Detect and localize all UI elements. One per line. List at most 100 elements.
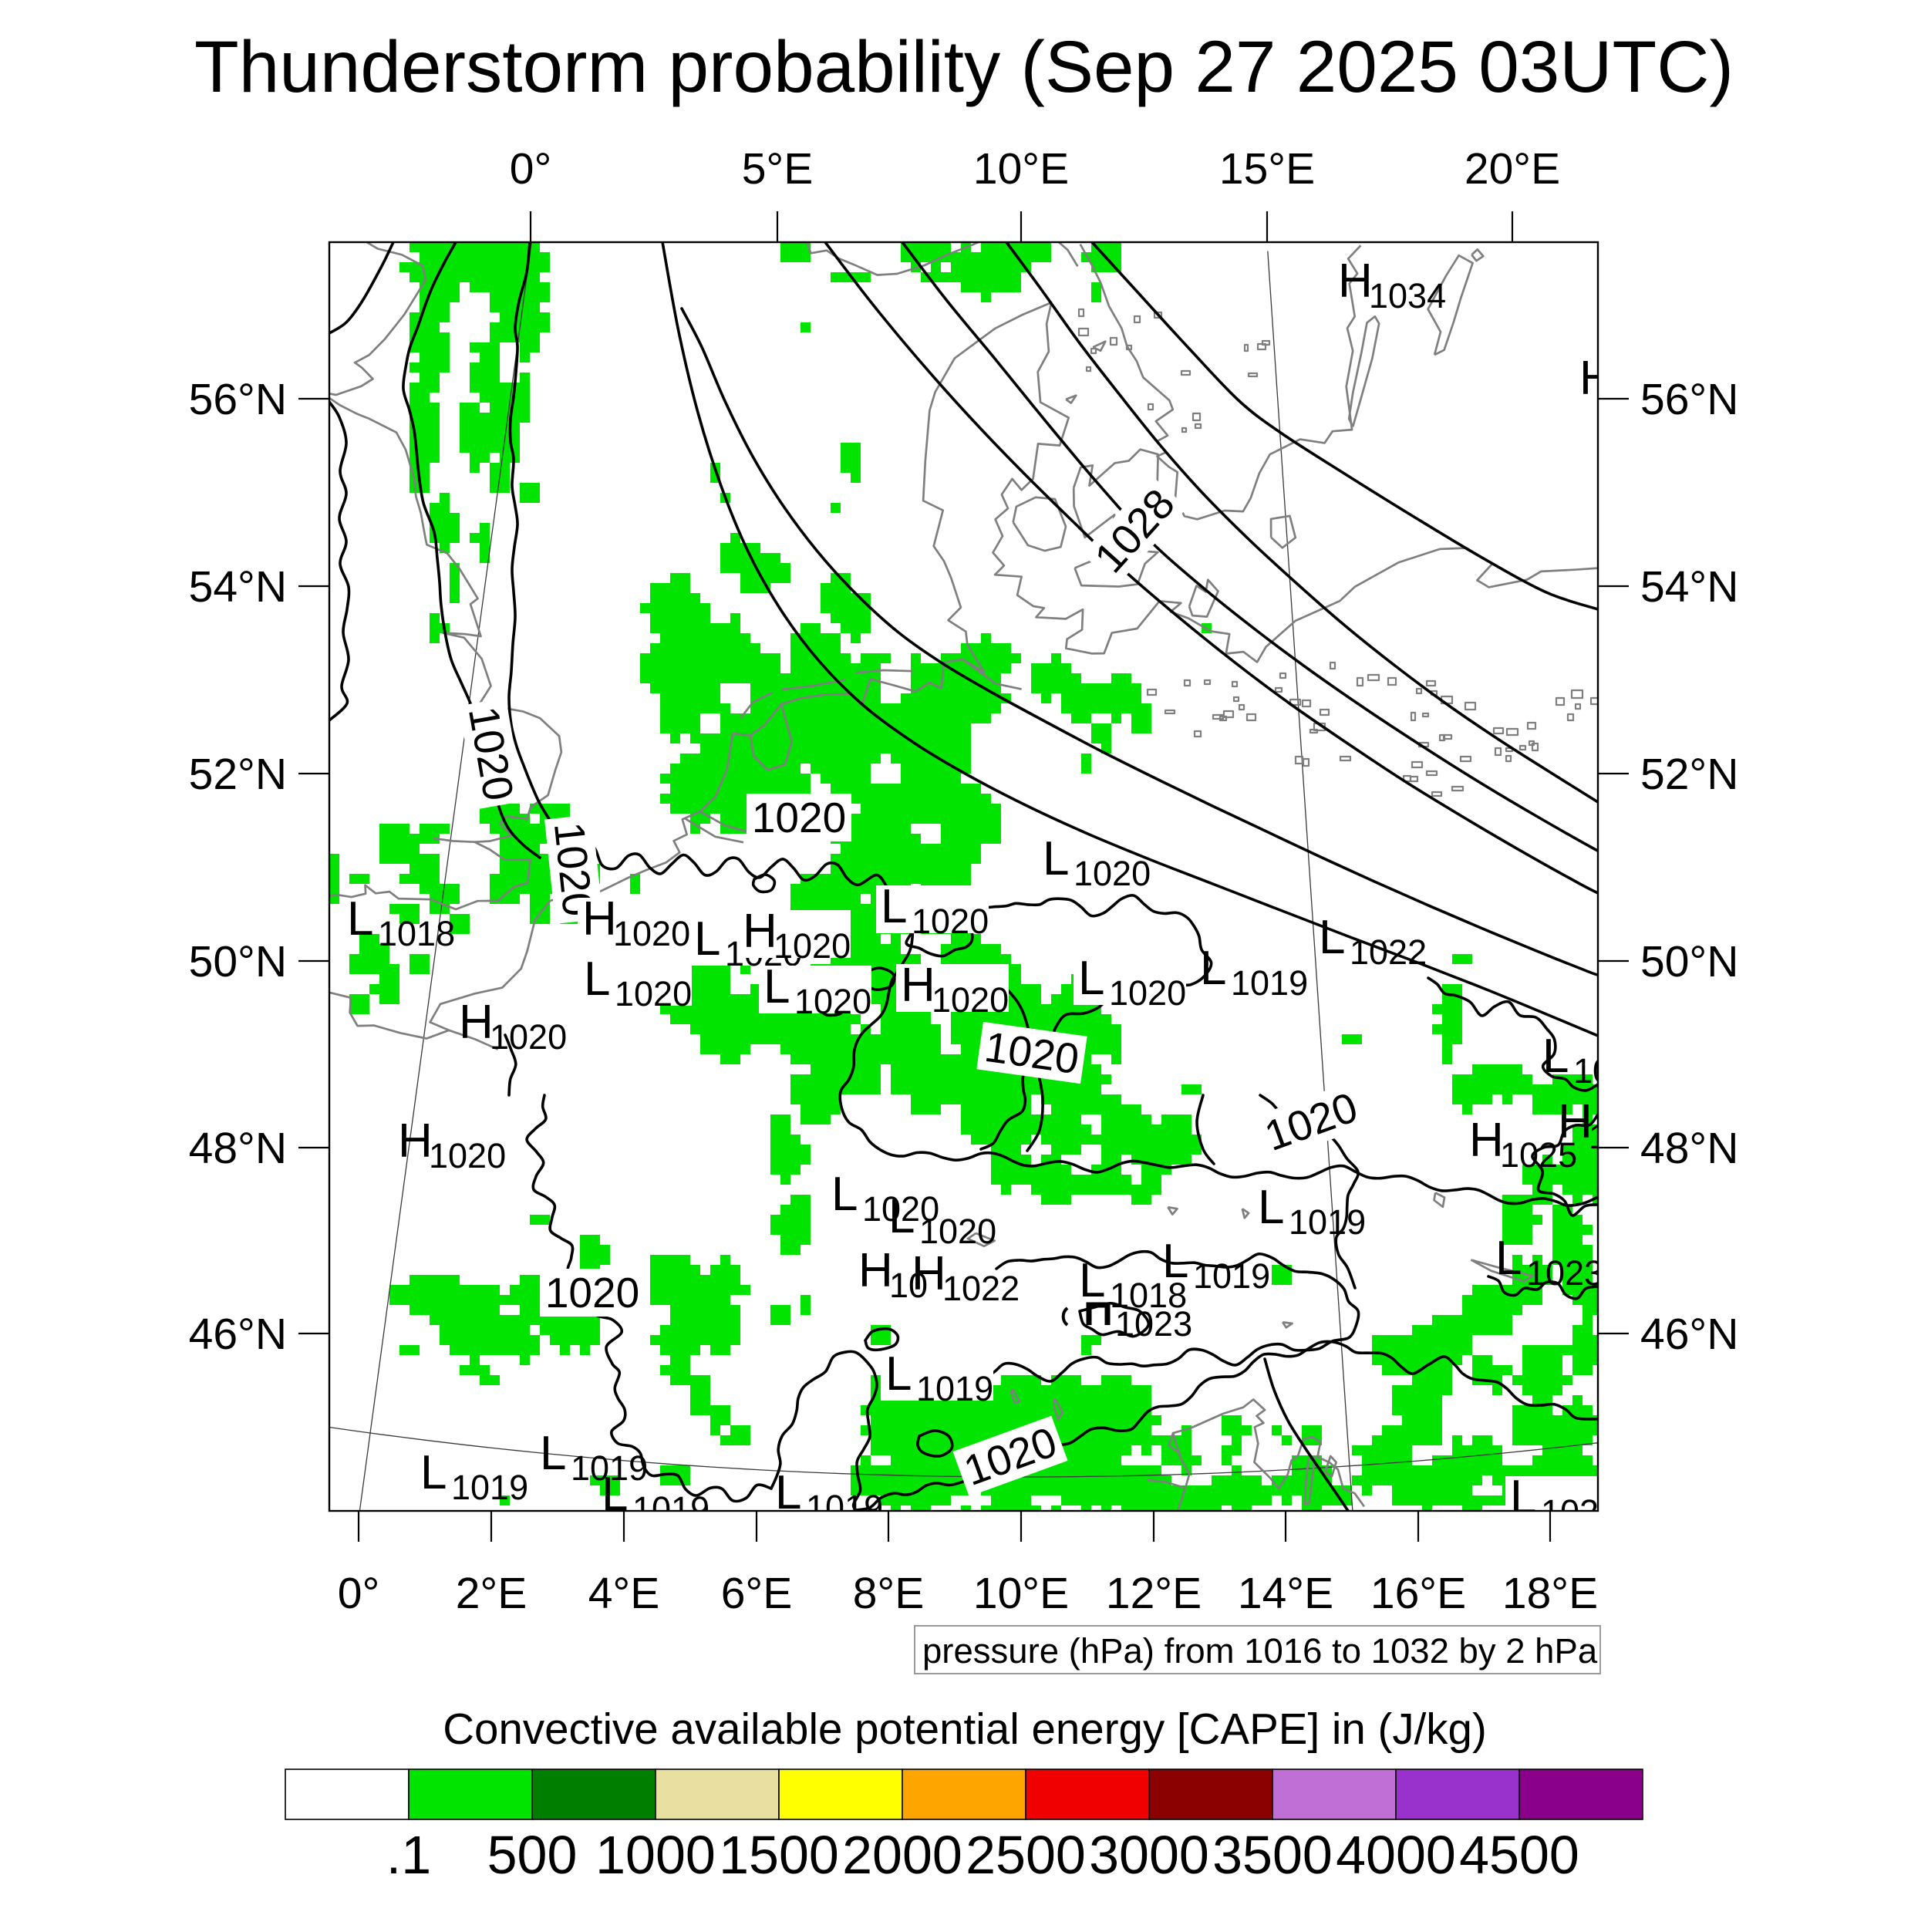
svg-text:L: L	[1510, 1471, 1536, 1524]
svg-text:1020: 1020	[545, 1269, 639, 1317]
svg-text:H: H	[901, 959, 935, 1012]
svg-text:L: L	[540, 1427, 566, 1480]
svg-text:1020: 1020	[794, 982, 871, 1021]
svg-text:L: L	[602, 1468, 628, 1521]
svg-text:3500: 3500	[1212, 1825, 1333, 1885]
svg-text:L: L	[831, 1168, 858, 1221]
svg-text:4°E: 4°E	[588, 1569, 660, 1618]
svg-text:1019: 1019	[451, 1468, 528, 1507]
svg-text:1020: 1020	[919, 1212, 996, 1251]
svg-text:H: H	[459, 996, 494, 1049]
svg-text:56°N: 56°N	[1640, 375, 1738, 424]
svg-text:1019: 1019	[1289, 1202, 1366, 1242]
svg-text:10: 10	[889, 1266, 928, 1305]
svg-text:10°E: 10°E	[973, 144, 1069, 194]
svg-text:2000: 2000	[842, 1825, 962, 1885]
svg-text:3000: 3000	[1089, 1825, 1209, 1885]
svg-text:1020: 1020	[862, 1189, 939, 1229]
svg-text:15°E: 15°E	[1219, 144, 1315, 194]
svg-text:1500: 1500	[719, 1825, 839, 1885]
svg-text:L: L	[1258, 1181, 1284, 1234]
svg-text:4500: 4500	[1459, 1825, 1579, 1885]
svg-text:L: L	[885, 1347, 912, 1401]
svg-text:1021: 1021	[1541, 1492, 1618, 1532]
svg-text:H: H	[398, 1114, 433, 1168]
svg-text:H: H	[1558, 1095, 1593, 1148]
svg-text:Convective available potential: Convective available potential energy [C…	[443, 1704, 1487, 1753]
svg-text:50°N: 50°N	[189, 937, 287, 986]
svg-text:pressure (hPa) from 1016 to 10: pressure (hPa) from 1016 to 1032 by 2 hP…	[922, 1631, 1598, 1671]
svg-text:1019: 1019	[916, 1369, 993, 1408]
svg-text:5°E: 5°E	[742, 144, 814, 194]
svg-text:10°E: 10°E	[973, 1569, 1069, 1618]
svg-text:L: L	[347, 892, 373, 946]
svg-text:1019: 1019	[1231, 963, 1308, 1003]
svg-text:18°E: 18°E	[1502, 1569, 1598, 1618]
svg-text:L: L	[420, 1446, 447, 1499]
svg-text:H: H	[1469, 1114, 1504, 1167]
svg-text:1000: 1000	[595, 1825, 716, 1885]
svg-text:1023: 1023	[1115, 1304, 1192, 1344]
svg-text:L: L	[1162, 1235, 1188, 1288]
svg-text:1020: 1020	[1109, 973, 1186, 1013]
svg-text:0°: 0°	[510, 144, 552, 194]
svg-text:L: L	[763, 960, 790, 1013]
svg-text:52°N: 52°N	[1640, 750, 1738, 799]
svg-text:2°E: 2°E	[456, 1569, 528, 1618]
svg-text:52°N: 52°N	[189, 750, 287, 799]
svg-text:L: L	[1495, 1232, 1522, 1285]
svg-text:H: H	[912, 1247, 946, 1300]
svg-text:50°N: 50°N	[1640, 937, 1738, 986]
svg-text:20°E: 20°E	[1465, 144, 1560, 194]
svg-text:0°: 0°	[338, 1569, 380, 1618]
svg-text:1022: 1022	[1350, 932, 1427, 972]
svg-text:54°N: 54°N	[1640, 562, 1738, 612]
svg-text:L: L	[775, 1466, 801, 1519]
svg-text:6°E: 6°E	[721, 1569, 793, 1618]
svg-text:1019: 1019	[571, 1448, 648, 1488]
svg-text:1020: 1020	[932, 980, 1009, 1020]
svg-text:Thunderstorm probability (Sep: Thunderstorm probability (Sep 27 2025 03…	[194, 26, 1734, 108]
svg-text:L: L	[1043, 832, 1069, 885]
svg-text:1022: 1022	[942, 1269, 1020, 1308]
svg-text:1025: 1025	[1500, 1135, 1577, 1175]
svg-text:H: H	[743, 905, 777, 958]
svg-text:500: 500	[487, 1825, 578, 1885]
svg-text:1020: 1020	[490, 1017, 567, 1057]
svg-text:1023: 1023	[1526, 1253, 1603, 1293]
svg-text:1020: 1020	[615, 974, 692, 1013]
svg-text:48°N: 48°N	[189, 1124, 287, 1173]
svg-text:2500: 2500	[966, 1825, 1086, 1885]
svg-text:54°N: 54°N	[189, 562, 287, 612]
svg-text:48°N: 48°N	[1640, 1124, 1738, 1173]
svg-text:1019: 1019	[632, 1489, 710, 1529]
svg-text:8°E: 8°E	[853, 1569, 925, 1618]
svg-text:H: H	[582, 892, 617, 946]
svg-text:.1: .1	[386, 1825, 431, 1885]
svg-text:L: L	[584, 953, 610, 1006]
svg-text:1018: 1018	[378, 914, 455, 953]
svg-text:L: L	[1542, 1030, 1569, 1083]
svg-text:4000: 4000	[1336, 1825, 1456, 1885]
svg-text:L: L	[694, 912, 720, 966]
svg-text:H: H	[858, 1244, 893, 1297]
svg-text:1020: 1020	[1573, 1051, 1650, 1091]
svg-text:1020: 1020	[1074, 854, 1151, 893]
svg-text:46°N: 46°N	[189, 1310, 287, 1359]
svg-text:56°N: 56°N	[189, 375, 287, 424]
svg-text:H: H	[1579, 352, 1614, 405]
svg-text:1034: 1034	[1369, 276, 1446, 315]
svg-text:1020: 1020	[613, 914, 690, 953]
svg-text:1020: 1020	[429, 1136, 506, 1175]
svg-text:1019: 1019	[806, 1488, 883, 1527]
svg-text:1020: 1020	[774, 926, 851, 966]
svg-text:L: L	[888, 1190, 915, 1243]
svg-text:L: L	[1078, 952, 1104, 1005]
svg-text:L: L	[881, 880, 907, 933]
svg-text:1020: 1020	[912, 902, 989, 941]
svg-text:1019: 1019	[1193, 1256, 1270, 1296]
svg-text:46°N: 46°N	[1640, 1310, 1738, 1359]
svg-text:1020: 1020	[752, 794, 846, 841]
svg-text:1018: 1018	[1110, 1276, 1187, 1315]
svg-text:L: L	[1079, 1254, 1105, 1307]
